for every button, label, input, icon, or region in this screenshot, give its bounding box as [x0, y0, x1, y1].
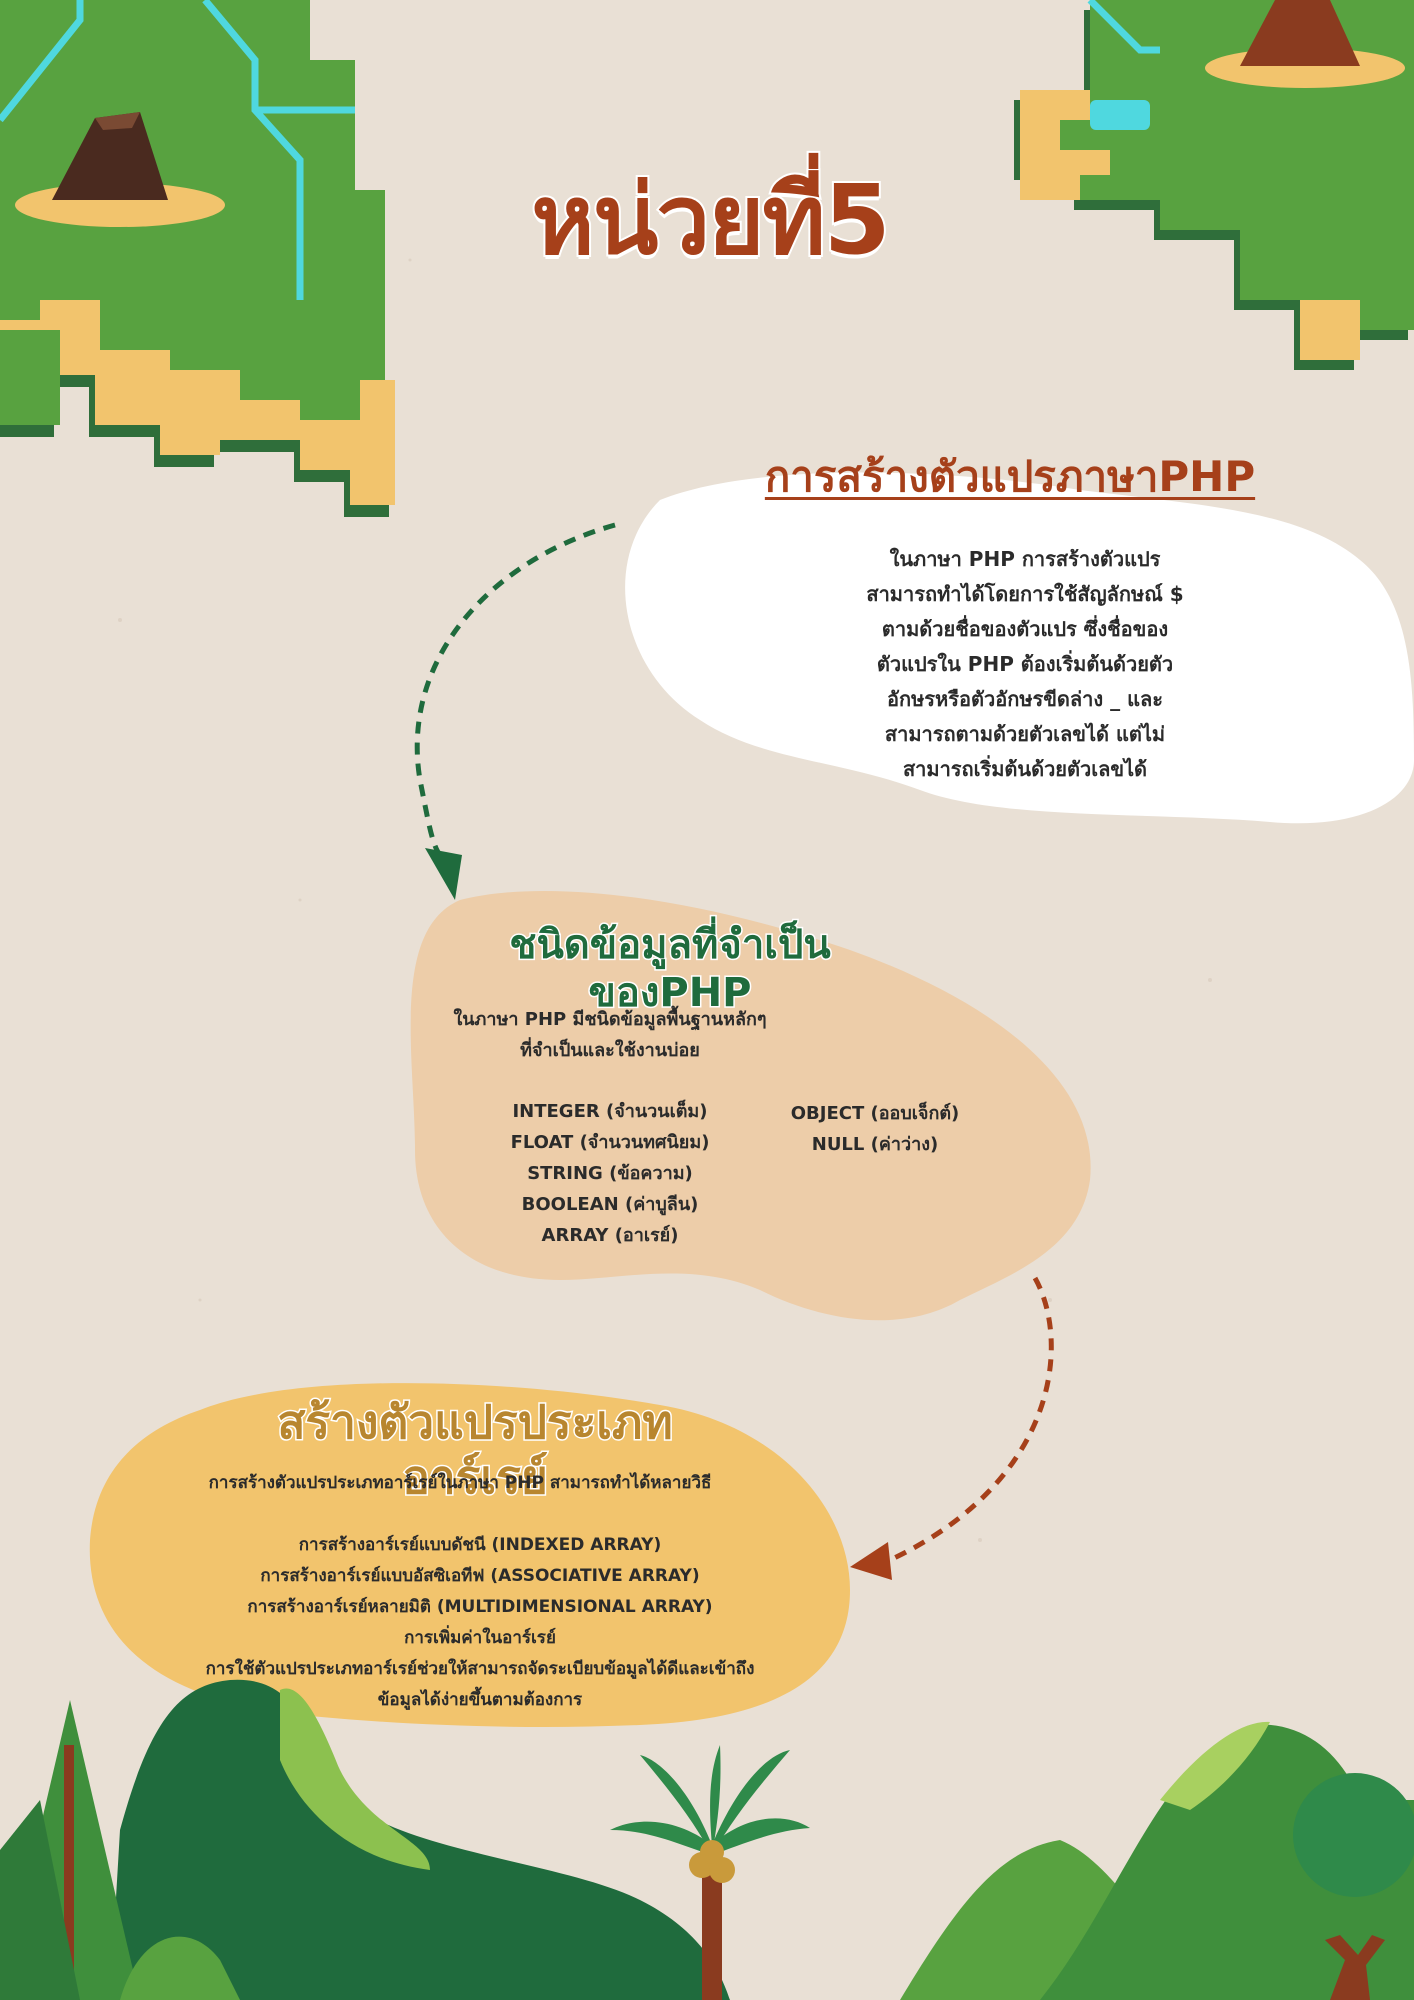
- datatype-item: ARRAY (อาเรย์): [541, 1225, 679, 1246]
- datatype-item: BOOLEAN (ค่าบูลีน): [521, 1194, 699, 1215]
- datatype-item: FLOAT (จำนวนทศนิยม): [510, 1132, 710, 1153]
- datatype-list-left: INTEGER (จำนวนเต็ม) FLOAT (จำนวนทศนิยม) …: [470, 1096, 750, 1251]
- array-method-item: การใช้ตัวแปรประเภทอาร์เรย์ช่วยให้สามารถจ…: [205, 1659, 755, 1679]
- arrays-intro: การสร้างตัวแปรประเภทอาร์เรย์ในภาษา PHP ส…: [208, 1473, 712, 1493]
- section-heading-arrays: สร้างตัวแปรประเภทอาร์เรย์: [276, 1393, 674, 1505]
- volcano-icon: [52, 112, 168, 200]
- datatype-item: STRING (ข้อความ): [527, 1163, 693, 1184]
- datatype-item: OBJECT (ออบเจ็กต์): [790, 1103, 960, 1124]
- datatype-item: NULL (ค่าว่าง): [811, 1134, 939, 1155]
- datatypes-intro: ในภาษา PHP มีชนิดข้อมูลพื้นฐานหลักๆ ที่จ…: [445, 1004, 775, 1066]
- datatype-list-right: OBJECT (ออบเจ็กต์) NULL (ค่าว่าง): [760, 1098, 990, 1160]
- description-line: สามารถตามด้วยตัวเลขได้ แต่ไม่: [884, 722, 1166, 746]
- description-line: ในภาษา PHP การสร้างตัวแปร: [889, 547, 1161, 571]
- island-top-left: [0, 0, 395, 517]
- island-top-right: [1014, 0, 1414, 370]
- section-heading-datatypes: ชนิดข้อมูลที่จำเป็นของPHP: [508, 921, 832, 1018]
- array-method-list: การสร้างอาร์เรย์แบบดัชนี (INDEXED ARRAY)…: [160, 1530, 800, 1716]
- white-blob: [625, 472, 1414, 824]
- arrowhead-icon: [850, 1542, 892, 1580]
- datatype-item: INTEGER (จำนวนเต็ม): [512, 1101, 708, 1122]
- array-method-item: ข้อมูลได้ง่ายขึ้นตามต้องการ: [377, 1690, 583, 1710]
- intro-line: ที่จำเป็นและใช้งานบ่อย: [520, 1040, 700, 1061]
- array-method-item: การสร้างอาร์เรย์แบบอัสซิเอทีฟ (ASSOCIATI…: [260, 1566, 700, 1586]
- landscape-bottom: [0, 1679, 1414, 2000]
- description-line: ตามด้วยชื่อของตัวแปร ซึ่งชื่อของ: [881, 617, 1169, 641]
- description-line: อักษรหรือตัวอักษรขีดล่าง _ และ: [887, 687, 1163, 711]
- array-method-item: การเพิ่มค่าในอาร์เรย์: [404, 1628, 556, 1648]
- dashed-arrow-rust: [888, 1276, 1054, 1563]
- variables-description: ในภาษา PHP การสร้างตัวแปร สามารถทำได้โดย…: [820, 542, 1230, 787]
- array-method-item: การสร้างอาร์เรย์หลายมิติ (MULTIDIMENSION…: [247, 1597, 713, 1617]
- page-title: หน่วยที่5: [529, 163, 892, 278]
- description-line: สามารถทำได้โดยการใช้สัญลักษณ์ $: [866, 582, 1184, 606]
- intro-line: ในภาษา PHP มีชนิดข้อมูลพื้นฐานหลักๆ: [453, 1009, 767, 1030]
- volcano-icon: [1240, 0, 1360, 66]
- sand-blob: [89, 1383, 851, 1727]
- dashed-arrow-green: [414, 522, 616, 857]
- peach-blob: [410, 890, 1091, 1321]
- section-heading-variables: การสร้างตัวแปรภาษาPHP: [764, 452, 1256, 501]
- arrowhead-icon: [425, 848, 462, 900]
- description-line: ตัวแปรใน PHP ต้องเริ่มต้นด้วยตัว: [876, 652, 1174, 676]
- description-line: สามารถเริ่มต้นด้วยตัวเลขได้: [902, 757, 1148, 781]
- array-method-item: การสร้างอาร์เรย์แบบดัชนี (INDEXED ARRAY): [298, 1535, 662, 1555]
